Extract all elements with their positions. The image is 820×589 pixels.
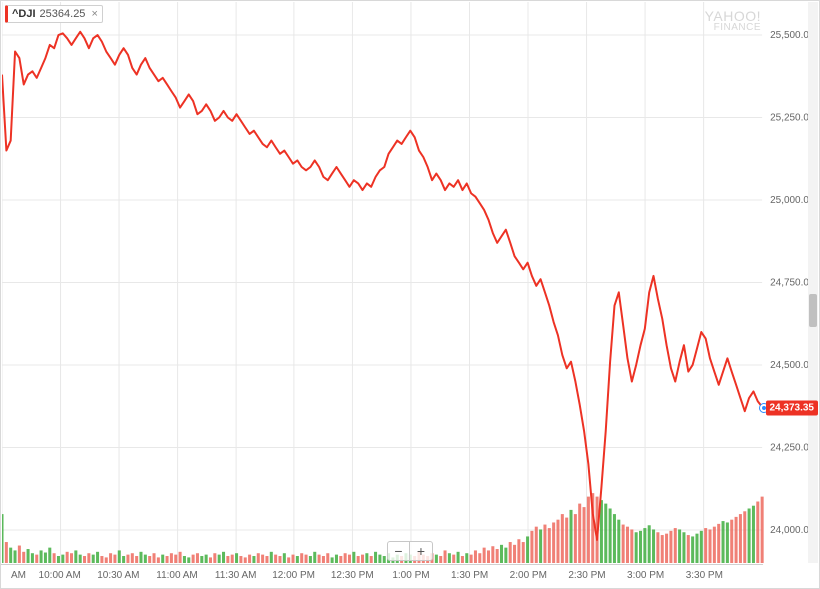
x-axis-label: 3:30 PM	[686, 570, 723, 581]
x-axis-label: 1:00 PM	[392, 570, 429, 581]
plot-area[interactable]: 24,000.0024,250.0024,500.0024,750.0025,0…	[2, 2, 818, 563]
close-icon[interactable]: ×	[91, 7, 97, 21]
price-line	[2, 32, 762, 540]
x-axis-label: 10:00 AM	[39, 570, 81, 581]
ticker-symbol: ^DJI	[12, 7, 36, 21]
x-axis: AM 10:00 AM 10:30 AM 11:00 AM 11:30 AM 12:00 …	[1, 564, 763, 588]
chart-svg: 24,000.0024,250.0024,500.0024,750.0025,0…	[2, 2, 818, 563]
ticker-value: 25364.25	[40, 7, 86, 21]
x-axis-label: 12:00 PM	[272, 570, 315, 581]
x-axis-label: 10:30 AM	[97, 570, 139, 581]
x-axis-label: 1:30 PM	[451, 570, 488, 581]
chart-container: ^DJI 25364.25 × YAHOO! FINANCE 24,000.00…	[0, 0, 820, 589]
x-axis-label: 3:00 PM	[627, 570, 664, 581]
current-price-tag: 24,373.35	[766, 400, 819, 415]
x-axis-label: 2:00 PM	[510, 570, 547, 581]
zoom-out-button[interactable]: −	[388, 542, 410, 560]
x-axis-label: AM	[11, 570, 26, 581]
current-price-label: 24,373.35	[770, 402, 815, 413]
scroll-thumb[interactable]	[809, 294, 817, 328]
x-axis-label: 11:00 AM	[156, 570, 198, 581]
x-axis-label: 11:30 AM	[215, 570, 257, 581]
scroll-track[interactable]	[808, 2, 818, 563]
zoom-controls: − +	[387, 541, 433, 561]
x-axis-label: 12:30 PM	[331, 570, 374, 581]
ticker-pill[interactable]: ^DJI 25364.25 ×	[5, 5, 103, 23]
x-axis-label: 2:30 PM	[568, 570, 605, 581]
zoom-in-button[interactable]: +	[410, 542, 432, 560]
